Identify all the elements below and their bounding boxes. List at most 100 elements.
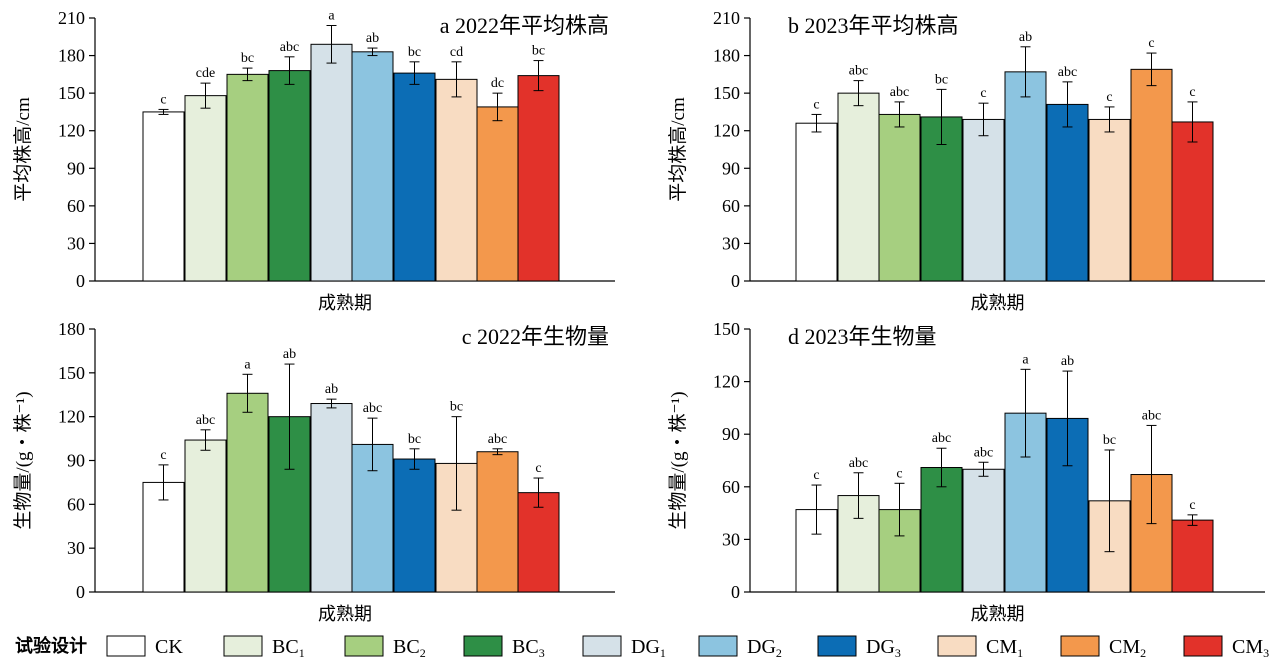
x-axis-label: 成熟期 bbox=[971, 293, 1025, 313]
bar-DG1 bbox=[310, 403, 353, 593]
legend-swatch bbox=[1183, 635, 1223, 657]
legend-label: BC3 bbox=[512, 636, 545, 660]
y-axis-label: 生物量/(g・株⁻¹) bbox=[667, 391, 689, 529]
bar-DG3 bbox=[393, 458, 436, 593]
significance-letter: c bbox=[813, 468, 819, 483]
significance-letter: a bbox=[1022, 352, 1029, 367]
bar-CK bbox=[795, 122, 838, 282]
y-tick-label: 30 bbox=[67, 233, 85, 253]
y-tick-label: 180 bbox=[58, 319, 85, 339]
significance-letter: ab bbox=[325, 382, 338, 397]
y-axis-label: 平均株高/cm bbox=[12, 97, 34, 202]
legend-label: CM1 bbox=[986, 636, 1023, 660]
legend-swatch bbox=[1060, 635, 1100, 657]
legend-swatch bbox=[937, 635, 977, 657]
significance-letter: bc bbox=[532, 44, 545, 59]
chart-title: a 2022年平均株高 bbox=[440, 13, 609, 38]
y-tick-label: 60 bbox=[722, 477, 740, 497]
y-tick-label: 180 bbox=[713, 46, 740, 66]
y-tick-label: 180 bbox=[58, 46, 85, 66]
bar-CM3 bbox=[1171, 121, 1214, 282]
significance-letter: c bbox=[980, 86, 986, 101]
bar-CM2 bbox=[1130, 68, 1173, 282]
legend-item-bc2: BC2 bbox=[344, 635, 426, 660]
legend-item-cm2: CM2 bbox=[1060, 635, 1146, 660]
chart-panel-3: 0 30 60 90 120 150 180 c abc a ab ab abc bc bc abc c c 20… bbox=[12, 319, 615, 624]
legend-swatch bbox=[582, 635, 622, 657]
significance-letter: cd bbox=[450, 45, 463, 60]
bar-BC2 bbox=[226, 392, 269, 593]
y-tick-label: 150 bbox=[713, 319, 740, 339]
y-tick-label: 210 bbox=[58, 8, 85, 28]
significance-letter: c bbox=[1148, 36, 1154, 51]
y-tick-label: 30 bbox=[67, 538, 85, 558]
legend-swatch bbox=[698, 635, 738, 657]
bar-DG2 bbox=[351, 51, 394, 282]
bar-CM2 bbox=[476, 106, 519, 282]
y-tick-label: 150 bbox=[58, 363, 85, 383]
significance-letter: c bbox=[1189, 85, 1195, 100]
y-tick-label: 60 bbox=[67, 494, 85, 514]
significance-letter: a bbox=[328, 9, 335, 24]
y-tick-label: 210 bbox=[713, 8, 740, 28]
legend-swatch bbox=[344, 635, 384, 657]
chart-title: b 2023年平均株高 bbox=[788, 13, 959, 38]
y-tick-label: 60 bbox=[722, 196, 740, 216]
legend-label: CM3 bbox=[1232, 636, 1269, 660]
significance-letter: bc bbox=[1103, 433, 1116, 448]
y-tick-label: 150 bbox=[713, 83, 740, 103]
legend-item-bc1: BC1 bbox=[223, 635, 305, 660]
bar-DG2 bbox=[1004, 71, 1047, 282]
significance-letter: abc bbox=[890, 85, 909, 100]
chart-title: c 2022年生物量 bbox=[462, 324, 609, 349]
y-tick-label: 150 bbox=[58, 83, 85, 103]
legend-item-cm1: CM1 bbox=[937, 635, 1023, 660]
bar-CM3 bbox=[1171, 519, 1214, 593]
bar-CM1 bbox=[435, 78, 478, 282]
y-tick-label: 90 bbox=[722, 424, 740, 444]
bar-BC2 bbox=[878, 113, 921, 282]
legend-item-cm3: CM3 bbox=[1183, 635, 1269, 660]
bar-DG3 bbox=[393, 72, 436, 282]
significance-letter: c bbox=[535, 461, 541, 476]
y-tick-label: 90 bbox=[67, 451, 85, 471]
chart-panel-2: 0 30 60 90 120 150 180 210 c abc abc bc c ab abc c c c b 2… bbox=[667, 8, 1265, 313]
legend-label: DG3 bbox=[866, 636, 901, 660]
significance-letter: bc bbox=[241, 51, 254, 66]
significance-letter: ab bbox=[366, 31, 379, 46]
bar-BC3 bbox=[268, 416, 311, 593]
significance-letter: cde bbox=[196, 66, 215, 81]
x-axis-label: 成熟期 bbox=[971, 604, 1025, 624]
legend-swatch bbox=[817, 635, 857, 657]
significance-letter: ab bbox=[1019, 30, 1032, 45]
y-tick-label: 0 bbox=[731, 271, 740, 291]
y-axis-label: 生物量/(g・株⁻¹) bbox=[12, 391, 34, 529]
legend-swatch bbox=[106, 635, 146, 657]
y-tick-label: 120 bbox=[58, 121, 85, 141]
legend-item-dg3: DG3 bbox=[817, 635, 901, 660]
significance-letter: bc bbox=[935, 72, 948, 87]
legend-label: BC2 bbox=[393, 636, 426, 660]
y-tick-label: 120 bbox=[58, 407, 85, 427]
legend-item-bc3: BC3 bbox=[463, 635, 545, 660]
significance-letter: abc bbox=[849, 64, 868, 79]
significance-letter: ab bbox=[283, 347, 296, 362]
legend-label: DG2 bbox=[747, 636, 782, 660]
significance-letter: ab bbox=[1061, 354, 1074, 369]
significance-letter: abc bbox=[196, 413, 215, 428]
legend-title: 试验设计 bbox=[15, 635, 87, 657]
legend-label: CM2 bbox=[1109, 636, 1146, 660]
significance-letter: c bbox=[160, 448, 166, 463]
chart-panel-1: 0 30 60 90 120 150 180 210 c cde bc abc a ab bc cd dc bc a… bbox=[12, 8, 615, 313]
y-tick-label: 0 bbox=[76, 271, 85, 291]
significance-letter: abc bbox=[1142, 408, 1161, 423]
legend-label: DG1 bbox=[631, 636, 666, 660]
bar-CM1 bbox=[1088, 118, 1131, 282]
significance-letter: bc bbox=[408, 432, 421, 447]
significance-letter: abc bbox=[1058, 65, 1077, 80]
legend-item-dg2: DG2 bbox=[698, 635, 782, 660]
y-tick-label: 120 bbox=[713, 372, 740, 392]
bar-CM2 bbox=[476, 451, 519, 593]
y-tick-label: 0 bbox=[731, 582, 740, 602]
